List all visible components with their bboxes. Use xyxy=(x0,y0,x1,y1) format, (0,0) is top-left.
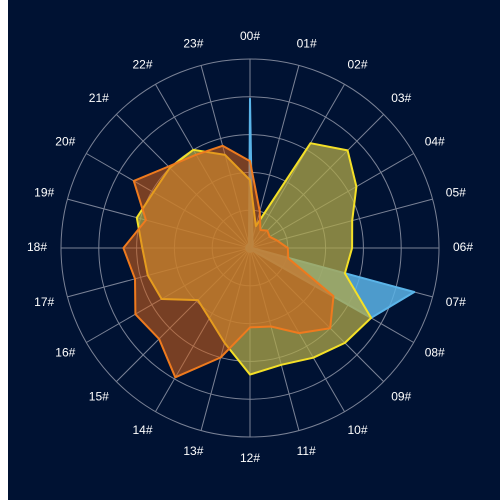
axis-label-9: 09# xyxy=(391,389,411,403)
axis-label-3: 03# xyxy=(391,91,411,105)
axis-label-17: 17# xyxy=(34,295,54,309)
series-area-3 xyxy=(122,144,335,379)
axis-label-19: 19# xyxy=(34,186,54,200)
axis-label-8: 08# xyxy=(425,346,445,360)
radar-chart-svg: 00# 01# 02# 03# 04# 05# 06# 07# 08# 09# 10# 11# 12# 1… xyxy=(8,0,500,500)
axis-label-21: 21# xyxy=(89,91,109,105)
radar-chart: 00# 01# 02# 03# 04# 05# 06# 07# 08# 09# 10# 11# 12# 1… xyxy=(8,0,500,500)
axis-label-15: 15# xyxy=(89,389,109,403)
axis-label-1: 01# xyxy=(297,36,317,50)
axis-label-2: 02# xyxy=(348,57,368,71)
axis-label-10: 10# xyxy=(348,423,368,437)
axis-label-4: 04# xyxy=(425,135,445,149)
axis-label-14: 14# xyxy=(132,423,152,437)
axis-label-11: 11# xyxy=(297,444,316,458)
axis-label-18: 18# xyxy=(27,240,47,254)
axis-label-23: 23# xyxy=(183,36,203,50)
axis-label-13: 13# xyxy=(183,444,203,458)
axis-label-6: 06# xyxy=(453,240,473,254)
axis-label-16: 16# xyxy=(55,346,75,360)
axis-label-5: 05# xyxy=(446,186,466,200)
axis-label-12: 12# xyxy=(240,451,260,465)
axis-labels: 00# 01# 02# 03# 04# 05# 06# 07# 08# 09# 10# 11# 12# 1… xyxy=(27,29,473,465)
axis-label-20: 20# xyxy=(55,135,75,149)
axis-label-0: 00# xyxy=(240,29,260,43)
axis-label-7: 07# xyxy=(446,295,466,309)
axis-label-22: 22# xyxy=(132,57,152,71)
radar-series xyxy=(122,97,416,379)
